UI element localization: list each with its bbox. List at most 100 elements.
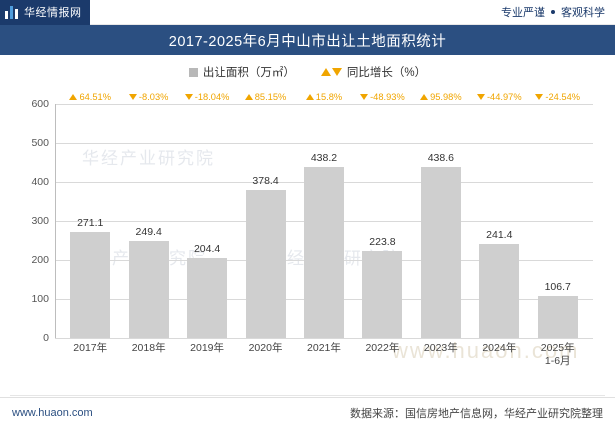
legend-bar-swatch-icon (188, 67, 198, 77)
triangle-down-icon (360, 94, 369, 100)
growth-label-cell: 85.15% (236, 90, 294, 104)
bar-value-label: 438.6 (427, 151, 454, 164)
gridline (55, 104, 593, 105)
bar-value-label: 378.4 (252, 175, 279, 188)
bar-item[interactable]: 204.4 (178, 104, 236, 338)
bar[interactable] (479, 243, 520, 338)
top-bar-slogan: 专业严谨 客观科学 (501, 4, 615, 20)
y-tick-label: 200 (31, 254, 49, 266)
y-tick-label: 400 (31, 175, 49, 188)
bar-item[interactable]: 249.4 (119, 104, 177, 338)
x-tick-label: 2024年 (482, 342, 517, 354)
y-tick-label: 500 (31, 137, 49, 149)
legend-growth-label: 同比增长（%） (346, 67, 427, 79)
site-logo[interactable]: 华经情报网 (0, 0, 90, 25)
x-tick-label-line1: 2025年 (540, 342, 575, 354)
growth-label-cell: -48.93% (353, 90, 411, 104)
bar[interactable] (245, 190, 286, 338)
growth-value: -24.54% (545, 92, 581, 102)
x-axis-labels: 2017年 2018年 2019年 2020年 2021年 2022年 2023… (55, 342, 593, 372)
y-tick-label: 300 (31, 215, 49, 227)
triangle-up-icon (69, 94, 78, 100)
growth-value: 64.51% (79, 92, 111, 102)
bar-value-label: 271.1 (77, 217, 104, 230)
chart-legend: 出让面积（万㎡） 同比增长（%） (0, 60, 615, 84)
bar-item[interactable]: 106.7 (529, 104, 587, 338)
growth-label-cell: -24.54% (529, 90, 587, 104)
bar-item[interactable]: 378.4 (236, 104, 294, 338)
y-tick-label: 100 (31, 292, 49, 305)
bar[interactable] (362, 250, 403, 338)
growth-value: -18.04% (194, 92, 230, 102)
bar-item[interactable]: 438.2 (295, 104, 353, 338)
growth-label-cell: 15.8% (295, 90, 353, 104)
site-logo-text: 华经情报网 (24, 0, 90, 25)
bar-value-label: 106.7 (544, 281, 571, 294)
bar[interactable] (303, 167, 344, 338)
y-tick-label: 600 (31, 98, 49, 110)
growth-label-cell: -8.03% (119, 90, 177, 104)
growth-label-cell: -18.04% (178, 90, 236, 104)
x-tick-label: 2018年 (131, 342, 166, 354)
growth-value: 15.8% (315, 92, 343, 102)
triangle-up-icon (305, 94, 314, 100)
legend-item-growth[interactable]: 同比增长（%） (320, 64, 427, 80)
bar-value-label: 438.2 (310, 152, 338, 165)
gridline (55, 338, 593, 339)
legend-triangle-swatch-icon (320, 68, 342, 76)
bar-item[interactable]: 241.4 (470, 104, 528, 338)
bar[interactable] (537, 296, 578, 338)
bar-item[interactable]: 223.8 (353, 104, 411, 338)
growth-value: -44.97% (486, 92, 522, 102)
x-tick-label-multiline: 2025年 1-6月 (529, 342, 587, 372)
bar[interactable] (187, 258, 228, 338)
growth-label-cell: 64.51% (61, 90, 119, 104)
bar-value-label: 249.4 (135, 225, 162, 238)
x-tick-label: 2017年 (73, 342, 108, 354)
plot-area: 0 100 200 300 400 500 600 271.1 249.4 20… (31, 98, 593, 344)
x-tick-label: 2019年 (190, 342, 225, 354)
bar[interactable] (70, 232, 111, 338)
footer-divider (10, 395, 605, 396)
growth-label-cell: 95.98% (412, 90, 470, 104)
bullet-dot-icon (551, 10, 555, 14)
growth-value: -48.93% (370, 92, 405, 102)
x-tick-label: 2021年 (307, 342, 341, 354)
legend-item-bar[interactable]: 出让面积（万㎡） (188, 64, 295, 80)
page-title: 2017-2025年6月中山市出让土地面积统计 (0, 25, 615, 55)
triangle-down-icon (535, 94, 544, 100)
triangle-down-icon (476, 94, 485, 100)
bar-item[interactable]: 271.1 (61, 104, 119, 338)
top-bar: 华经情报网 专业严谨 客观科学 (0, 0, 615, 25)
slogan-part-2: 客观科学 (561, 7, 605, 19)
chart-canvas: 华经产业研究院 华经产业研究院 华经产业研究院 www.huaon.com 64… (0, 86, 615, 376)
footer-source: 数据来源：国信房地产信息网，华经产业研究院整理 (350, 407, 603, 420)
triangle-down-icon (128, 94, 137, 100)
triangle-up-icon (420, 94, 429, 100)
triangle-up-icon (244, 94, 253, 100)
slogan-part-1: 专业严谨 (501, 7, 545, 19)
growth-value: -8.03% (138, 92, 169, 102)
x-tick-label: 2022年 (365, 342, 400, 354)
bar-series: 271.1 249.4 204.4 378.4 438.2 (55, 104, 593, 338)
gridline (55, 143, 593, 144)
footer-site-url[interactable]: www.huaon.com (12, 406, 93, 419)
bar-value-label: 223.8 (369, 235, 396, 248)
y-axis (55, 104, 56, 338)
x-tick-label: 2023年 (423, 342, 458, 354)
growth-label-row: 64.51% -8.03% -18.04% 85.15% 15.8% -48.9… (55, 90, 593, 104)
bar-value-label: 204.4 (193, 243, 221, 256)
growth-label-cell: -44.97% (470, 90, 528, 104)
growth-value: 95.98% (430, 92, 462, 102)
x-tick-label-line2: 1-6月 (544, 355, 571, 367)
growth-value: 85.15% (254, 92, 287, 102)
bar-value-label: 241.4 (486, 228, 513, 241)
legend-bar-label: 出让面积（万㎡） (202, 67, 295, 79)
x-tick-label: 2020年 (248, 342, 283, 354)
y-tick-label: 0 (43, 332, 49, 344)
bar-item[interactable]: 438.6 (412, 104, 470, 338)
bar[interactable] (420, 166, 461, 338)
bar[interactable] (128, 240, 169, 338)
chart-logo-icon (0, 0, 24, 25)
